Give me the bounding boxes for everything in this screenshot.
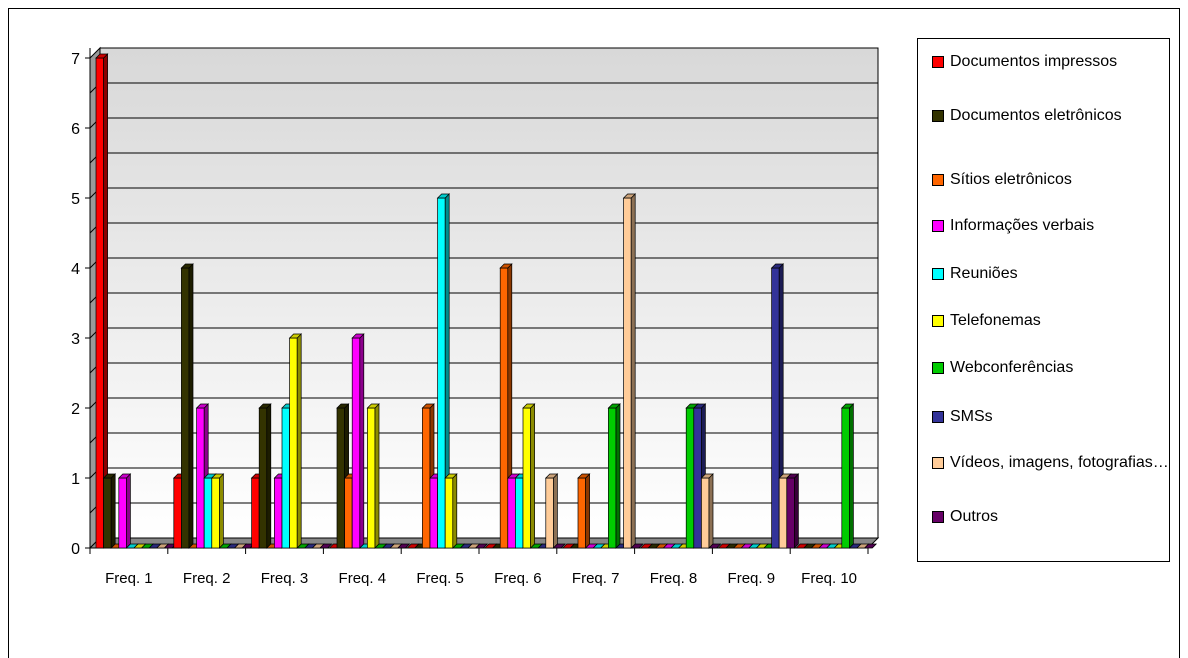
legend-item: Telefonemas [932, 310, 1175, 331]
bar [366, 403, 380, 549]
bar [396, 543, 411, 549]
x-tick-label: Freq. 2 [183, 570, 231, 587]
legend-label: Sítios eletrônicos [950, 171, 1072, 188]
legend-swatch [932, 220, 944, 232]
bar [436, 193, 451, 549]
legend-item: Informações verbais [932, 215, 1175, 236]
bar [117, 473, 132, 549]
legend-swatch [932, 457, 944, 469]
legend-label: Webconferências [950, 359, 1074, 376]
legend-item: Sítios eletrônicos [932, 169, 1175, 190]
legend-item: Reuniões [932, 263, 1175, 284]
legend-swatch [932, 411, 944, 423]
bar [785, 473, 800, 549]
bar [351, 333, 365, 549]
bars [95, 53, 878, 549]
bar [630, 543, 644, 549]
bar [622, 193, 637, 549]
bar [180, 263, 194, 549]
legend: Documentos impressos Documentos eletrônic… [917, 38, 1170, 562]
legend-label: SMSs [950, 408, 993, 425]
bar [863, 543, 878, 549]
legend-item: Webconferências [932, 357, 1175, 378]
x-tick-label: Freq. 4 [339, 570, 387, 587]
bar [258, 403, 272, 549]
bar [577, 473, 591, 549]
bar [607, 403, 621, 549]
legend-swatch [932, 511, 944, 523]
bar [840, 403, 855, 549]
y-tick-label: 3 [71, 331, 80, 348]
legend-swatch [932, 110, 944, 122]
x-tick-label: Freq. 6 [494, 570, 542, 587]
x-tick-label: Freq. 10 [801, 570, 857, 587]
bar [474, 543, 489, 549]
legend-swatch [932, 268, 944, 280]
y-tick-label: 0 [71, 541, 80, 558]
y-axis-ticks: 0 1 2 3 4 5 6 7 [71, 51, 90, 558]
legend-swatch [932, 174, 944, 186]
y-tick-label: 7 [71, 51, 80, 68]
bar [522, 403, 536, 549]
bar [444, 473, 458, 549]
x-tick-label: Freq. 9 [728, 570, 776, 587]
bar [319, 543, 333, 549]
legend-item: SMSs [932, 406, 1175, 427]
legend-swatch [932, 362, 944, 374]
y-tick-label: 5 [71, 191, 80, 208]
x-axis-ticks: Freq. 1 Freq. 2 Freq. 3 Freq. 4 Freq. 5 Freq.… [89, 548, 869, 587]
legend-swatch [932, 315, 944, 327]
x-tick-label: Freq. 5 [416, 570, 464, 587]
bar [700, 473, 714, 549]
x-tick-label: Freq. 3 [261, 570, 309, 587]
legend-label: Telefonemas [950, 312, 1041, 329]
legend-swatch [932, 56, 944, 68]
bar [210, 473, 225, 549]
bar [544, 473, 559, 549]
x-tick-label: Freq. 7 [572, 570, 620, 587]
legend-label: Documentos impressos [950, 53, 1118, 70]
bar [288, 333, 303, 549]
y-tick-label: 4 [71, 261, 80, 278]
bar [102, 473, 117, 549]
legend-label: Documentos eletrônicos [950, 107, 1122, 124]
legend-item: Outros [932, 506, 1175, 527]
legend-label: Informações verbais [950, 217, 1095, 234]
bar [95, 53, 109, 549]
bar [708, 543, 722, 549]
legend-label: Vídeos, imagens, fotografias… [950, 454, 1169, 471]
y-tick-label: 1 [71, 471, 80, 488]
bar [552, 543, 566, 549]
y-tick-label: 6 [71, 121, 80, 138]
gridlines [89, 82, 878, 514]
x-tick-label: Freq. 8 [650, 570, 698, 587]
legend-label: Reuniões [950, 265, 1018, 282]
legend-label: Outros [950, 508, 999, 525]
legend-item: Documentos eletrônicos [932, 105, 1175, 126]
x-tick-label: Freq. 1 [105, 570, 153, 587]
legend-item: Documentos impressos [932, 51, 1175, 72]
y-tick-label: 2 [71, 401, 80, 418]
legend-item: Vídeos, imagens, fotografias… [932, 452, 1175, 473]
